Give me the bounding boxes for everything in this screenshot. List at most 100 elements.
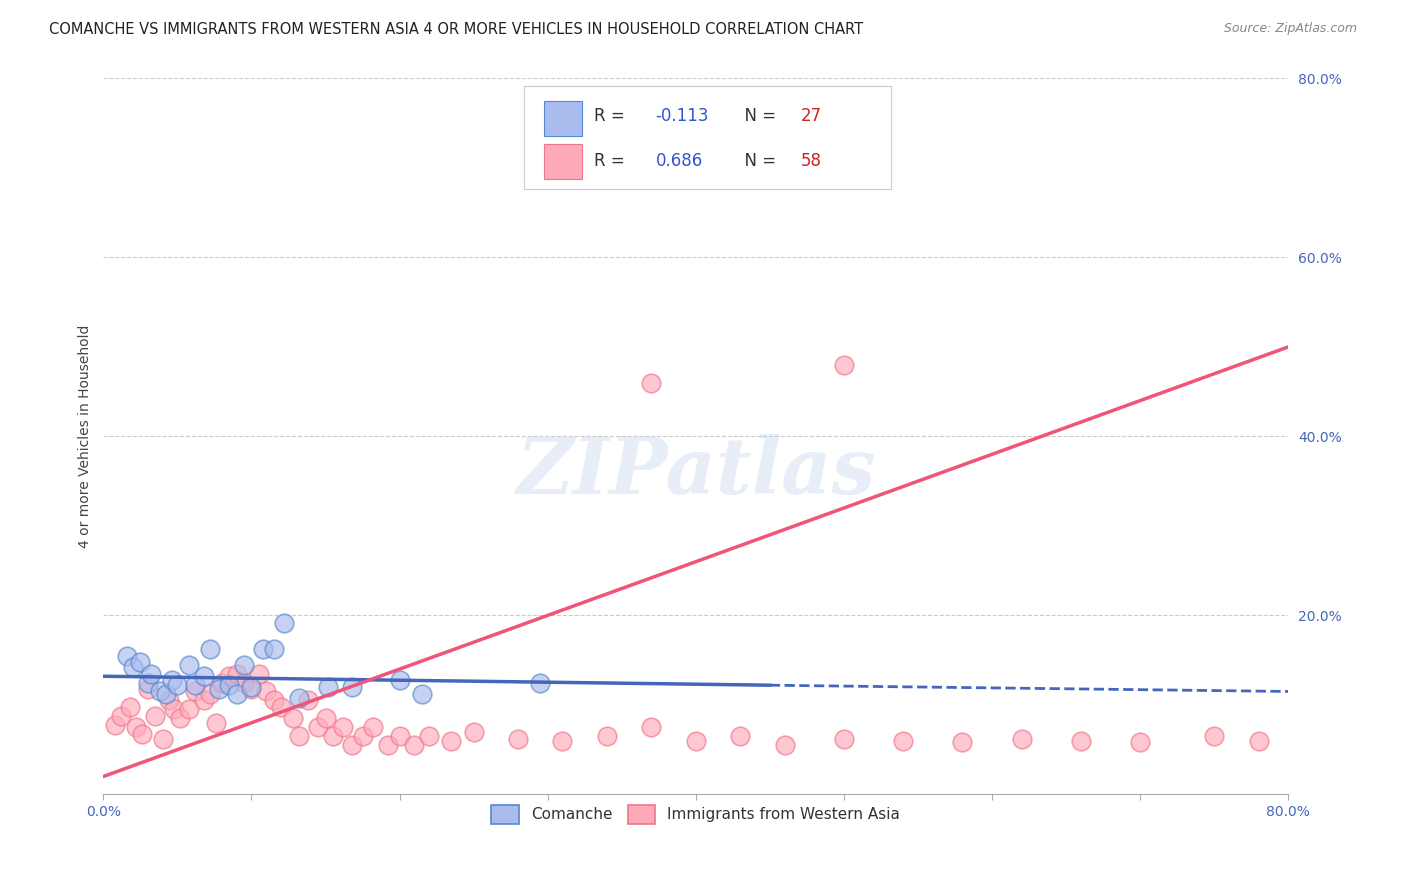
Point — [404, 738, 426, 752]
Point — [252, 642, 274, 657]
Point — [240, 681, 263, 696]
Point — [218, 678, 240, 692]
Text: N =: N = — [734, 107, 782, 126]
Point — [1204, 729, 1226, 743]
Point — [193, 669, 215, 683]
Point — [1070, 733, 1092, 747]
Point — [529, 675, 551, 690]
Point — [596, 729, 619, 743]
Point — [377, 738, 399, 752]
Text: 27: 27 — [801, 107, 823, 126]
Point — [640, 720, 662, 734]
Point — [118, 699, 141, 714]
Point — [179, 702, 201, 716]
Point — [136, 675, 159, 690]
Point — [254, 684, 277, 698]
Point — [832, 731, 855, 746]
Point — [136, 681, 159, 696]
Point — [163, 702, 186, 716]
Point — [143, 708, 166, 723]
Point — [315, 711, 337, 725]
Text: Source: ZipAtlas.com: Source: ZipAtlas.com — [1223, 22, 1357, 36]
Point — [340, 738, 363, 752]
Point — [225, 687, 247, 701]
Point — [950, 735, 973, 749]
Point — [685, 733, 707, 747]
Point — [193, 693, 215, 707]
Point — [418, 729, 440, 743]
Point — [211, 675, 233, 690]
Point — [110, 708, 132, 723]
Text: COMANCHE VS IMMIGRANTS FROM WESTERN ASIA 4 OR MORE VEHICLES IN HOUSEHOLD CORRELA: COMANCHE VS IMMIGRANTS FROM WESTERN ASIA… — [49, 22, 863, 37]
Point — [104, 717, 127, 731]
Point — [318, 680, 340, 694]
Text: R =: R = — [593, 152, 630, 169]
Point — [198, 642, 221, 657]
Point — [463, 724, 485, 739]
Point — [198, 687, 221, 701]
Point — [440, 733, 463, 747]
Point — [152, 731, 174, 746]
Bar — [544, 102, 582, 136]
Point — [506, 731, 529, 746]
Bar — [544, 145, 582, 178]
Point — [160, 673, 183, 687]
Point — [122, 660, 145, 674]
Point — [1129, 735, 1152, 749]
Point — [388, 729, 411, 743]
Point — [149, 684, 172, 698]
Point — [205, 715, 228, 730]
Point — [340, 680, 363, 694]
Text: 0.686: 0.686 — [655, 152, 703, 169]
Point — [551, 733, 574, 747]
Point — [773, 738, 796, 752]
Point — [218, 669, 240, 683]
Point — [129, 655, 152, 669]
Point — [157, 693, 180, 707]
Point — [233, 657, 256, 672]
Point — [273, 615, 295, 630]
Point — [125, 720, 148, 734]
Point — [115, 648, 138, 663]
Y-axis label: 4 or more Vehicles in Household: 4 or more Vehicles in Household — [79, 325, 93, 548]
Point — [240, 680, 263, 694]
Point — [297, 693, 319, 707]
Point — [225, 666, 247, 681]
Point — [131, 726, 153, 740]
Point — [184, 678, 207, 692]
Point — [832, 358, 855, 372]
Point — [728, 729, 751, 743]
Legend: Comanche, Immigrants from Western Asia: Comanche, Immigrants from Western Asia — [485, 799, 907, 830]
FancyBboxPatch shape — [524, 86, 891, 189]
Point — [361, 720, 384, 734]
Point — [891, 733, 914, 747]
Text: N =: N = — [734, 152, 782, 169]
Text: R =: R = — [593, 107, 630, 126]
Point — [247, 666, 270, 681]
Point — [270, 699, 292, 714]
Point — [322, 729, 344, 743]
Point — [411, 687, 433, 701]
Point — [263, 693, 285, 707]
Point — [352, 729, 374, 743]
Point — [155, 687, 177, 701]
Point — [208, 681, 231, 696]
Point — [184, 684, 207, 698]
Point — [288, 729, 311, 743]
Point — [263, 642, 285, 657]
Text: ZIPatlas: ZIPatlas — [516, 434, 876, 510]
Point — [388, 673, 411, 687]
Point — [169, 711, 191, 725]
Point — [307, 720, 329, 734]
Point — [233, 675, 256, 690]
Text: -0.113: -0.113 — [655, 107, 709, 126]
Point — [288, 690, 311, 705]
Point — [166, 678, 188, 692]
Point — [281, 711, 304, 725]
Text: 58: 58 — [801, 152, 823, 169]
Point — [1011, 731, 1033, 746]
Point — [139, 666, 162, 681]
Point — [640, 376, 662, 390]
Point — [179, 657, 201, 672]
Point — [332, 720, 354, 734]
